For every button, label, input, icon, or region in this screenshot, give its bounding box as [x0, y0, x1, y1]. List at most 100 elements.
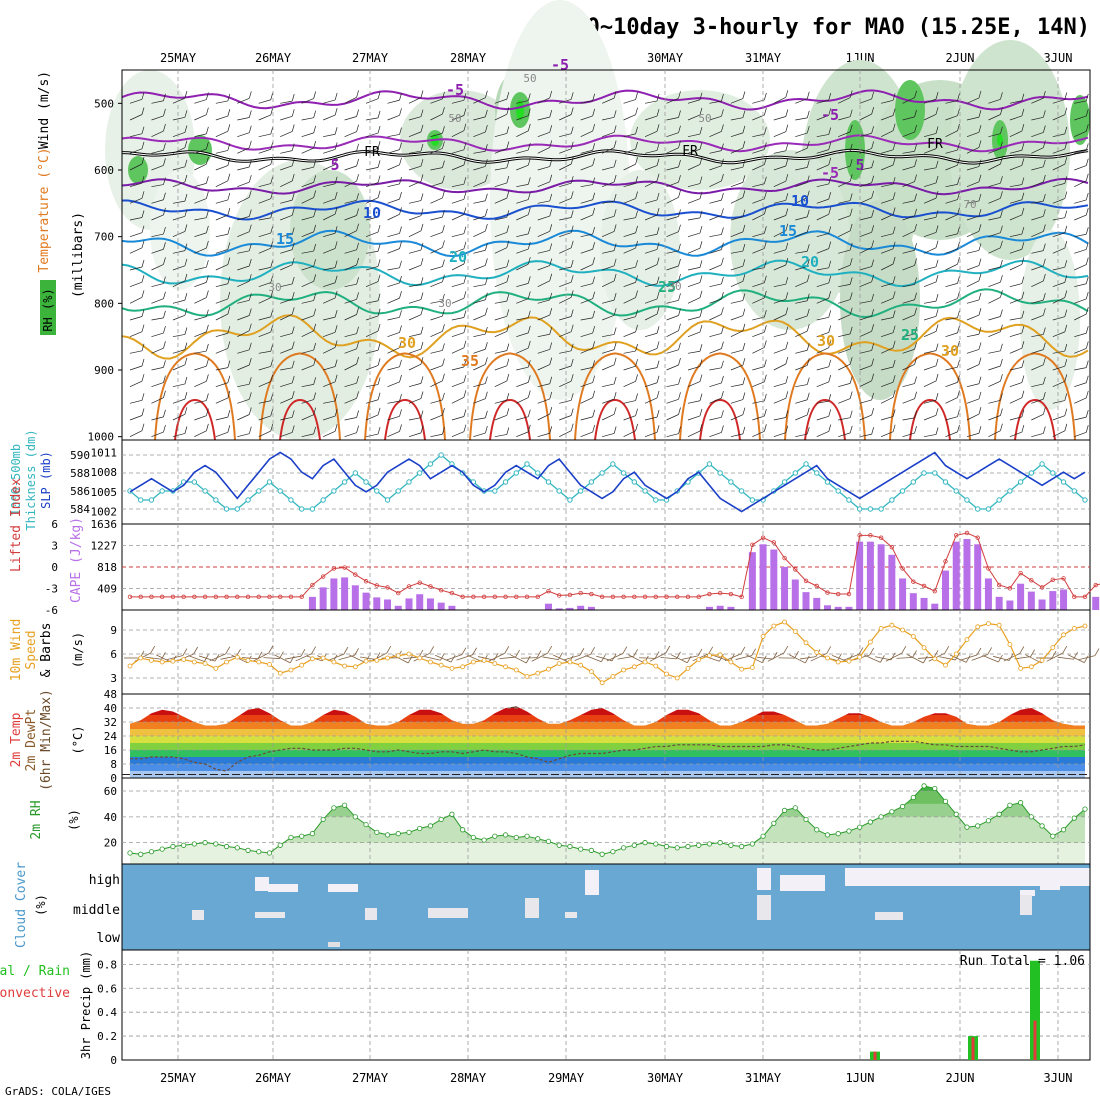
wind-barb-flag	[1021, 158, 1025, 166]
thickness-point	[642, 488, 648, 494]
wind-barb-flag	[785, 341, 789, 349]
wind-barb	[408, 383, 422, 388]
wind-barb	[687, 148, 701, 154]
wind-barb	[194, 163, 207, 171]
wind-barb	[129, 297, 143, 304]
wind10m-panel	[121, 609, 1091, 695]
wind-barb	[644, 313, 658, 321]
wind-barb	[816, 297, 829, 304]
wind-barb	[215, 264, 228, 271]
wind-barb-flag	[721, 124, 724, 132]
wind-barb-flag	[248, 377, 252, 385]
rh-tick: 40	[104, 811, 117, 824]
surface-barb-flag	[536, 650, 542, 658]
contour-label-temp: 25	[901, 326, 919, 344]
wind-barb	[129, 415, 143, 421]
wind-barb	[988, 114, 1001, 121]
wind-barb	[1052, 365, 1065, 371]
wind-barb-flag	[656, 208, 660, 216]
wind-barb-flag	[334, 207, 338, 215]
thickness-tick: 584	[70, 503, 90, 516]
wind-barb	[666, 414, 679, 421]
wind-barb	[816, 366, 829, 371]
wind-barb	[709, 234, 722, 238]
wind-barb	[280, 249, 293, 254]
wind-barb-flag	[742, 209, 746, 217]
rh-point	[1082, 806, 1088, 812]
wind-barb-flag	[1021, 360, 1025, 368]
wind-barb	[323, 248, 336, 254]
thickness-point	[1082, 497, 1088, 503]
wind-barb	[1031, 433, 1044, 438]
wind-barb-flag	[678, 140, 681, 148]
date-label-bottom: 3JUN	[1044, 1071, 1073, 1085]
wind-barb-flag	[442, 343, 445, 351]
wind-barb-flag	[613, 327, 617, 335]
isotherm-35	[259, 352, 341, 441]
wind-barb-flag	[420, 174, 424, 182]
wind-barb	[988, 281, 1001, 287]
wind-barb-flag	[742, 175, 746, 183]
wind-barb	[838, 200, 851, 204]
wind-barb-flag	[699, 260, 703, 268]
wind-barb-flag	[184, 308, 188, 316]
wind-barb	[151, 165, 164, 171]
wind-barb-flag	[420, 277, 424, 285]
wind-barb-flag	[592, 226, 596, 235]
wind-barb	[859, 399, 872, 404]
surface-barb	[864, 654, 881, 663]
wind-barb	[730, 364, 744, 371]
freezing-level-inner	[121, 149, 1089, 164]
contour-label-temp: 20	[801, 253, 819, 271]
wind-barb	[301, 414, 314, 421]
rh-point	[320, 816, 326, 823]
wind-barb-flag	[828, 291, 832, 299]
wind-barb	[408, 363, 422, 371]
wind-barb-flag	[656, 257, 660, 265]
wind-barb	[988, 415, 1001, 421]
wind-barb-flag	[420, 292, 424, 300]
wind-barb	[580, 130, 593, 137]
wind-barb-flag	[313, 91, 317, 99]
wind-barb	[687, 114, 701, 121]
wind-barb-flag	[914, 208, 917, 216]
wind-barb-flag	[592, 207, 596, 215]
cape-bar	[920, 597, 928, 610]
wind-barb	[129, 99, 143, 104]
temp-tick: 40	[104, 702, 117, 715]
surface-barb	[360, 656, 377, 660]
li-point	[363, 579, 369, 584]
wind-barb	[623, 297, 636, 304]
wind-barb	[172, 181, 186, 187]
surface-barb-flag	[901, 645, 907, 654]
rh-point	[331, 805, 337, 811]
wind-barb-flag	[635, 225, 638, 233]
wind-barb-flag	[871, 225, 874, 233]
wind-barb-flag	[656, 173, 660, 181]
cape-bar	[308, 596, 316, 610]
wind-barb	[344, 150, 357, 154]
li-point	[1039, 585, 1045, 590]
wind-barb	[516, 130, 529, 137]
wind-barb-flag	[871, 91, 874, 100]
wind-barb-flag	[828, 157, 832, 165]
wind-barb	[151, 397, 164, 404]
wind-barb	[301, 182, 314, 187]
run-total: Run Total = 1.06	[960, 954, 1085, 969]
wind-barb-flag	[828, 275, 832, 284]
wind-barb	[988, 198, 1001, 204]
wind-barb-flag	[485, 258, 488, 266]
wind-barb	[129, 133, 143, 138]
surface-barb-flag	[622, 646, 628, 654]
wind-barb-flag	[613, 194, 617, 202]
wind-barb	[344, 131, 357, 137]
wind-barb	[408, 181, 422, 187]
wind-barb	[945, 283, 958, 288]
wind-speed-point	[406, 651, 412, 657]
rh-point	[1050, 833, 1056, 839]
wind-barb-flag	[549, 391, 553, 400]
rh-point	[502, 832, 509, 838]
wind-speed-point	[878, 626, 884, 631]
wind-barb-flag	[184, 273, 188, 282]
wind-barb	[923, 281, 937, 287]
